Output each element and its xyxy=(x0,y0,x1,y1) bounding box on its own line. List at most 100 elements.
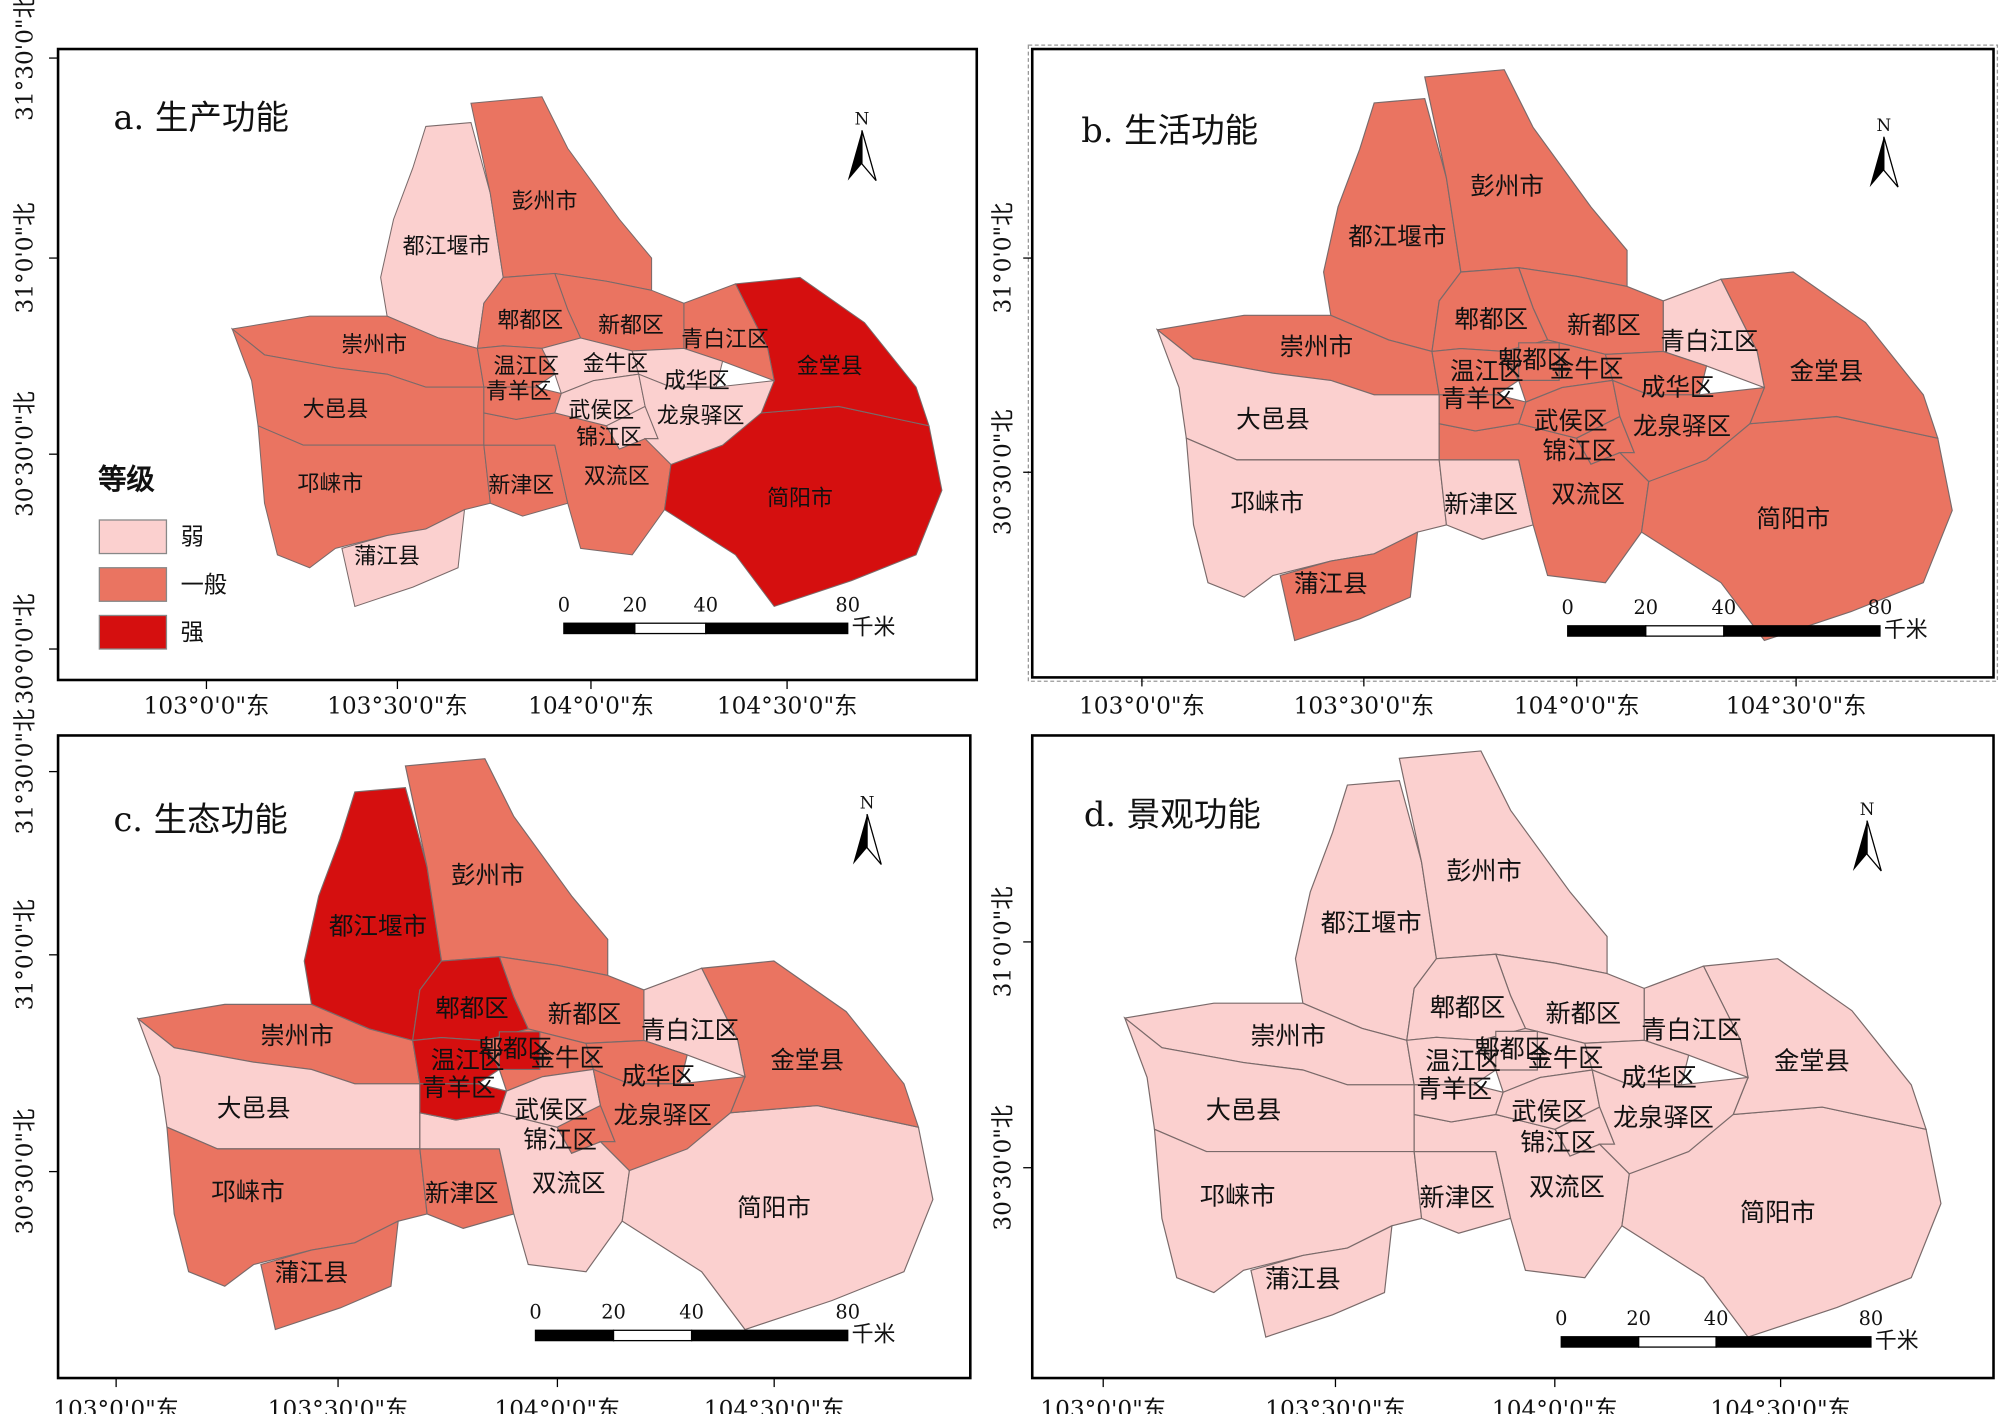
district-label: 邛崃市 xyxy=(1200,1182,1276,1211)
district-label: 青羊区 xyxy=(1416,1075,1492,1104)
lon-label: 103°30'0"东 xyxy=(327,693,468,720)
district-label: 金堂县 xyxy=(1774,1047,1850,1076)
district-label: 简阳市 xyxy=(767,486,833,511)
scale-segment xyxy=(534,1329,615,1342)
lat-label: 30°30'0"北 xyxy=(989,1105,1016,1231)
scale-segment xyxy=(1567,625,1647,637)
district-label: 崇州市 xyxy=(341,333,407,358)
district-label: 武侯区 xyxy=(1534,406,1608,435)
lat-label: 31°0'0"北 xyxy=(989,886,1016,997)
district-label: 郫都区 xyxy=(1430,993,1506,1022)
district xyxy=(260,1220,399,1331)
district-label: 邛崃市 xyxy=(1230,488,1304,517)
district-label: 郫都区 xyxy=(1498,345,1572,374)
district-label: 金堂县 xyxy=(770,1046,844,1075)
scale-segment xyxy=(1560,1336,1640,1348)
scale-segment xyxy=(563,622,636,635)
district-label: 新津区 xyxy=(1444,490,1518,519)
district-label: 都江堰市 xyxy=(1321,909,1422,938)
scale-label: 20 xyxy=(1626,1307,1651,1330)
lon-label: 103°0'0"东 xyxy=(53,1396,179,1414)
district xyxy=(1518,342,1560,381)
district-label: 武侯区 xyxy=(568,399,634,424)
district-label: 锦江区 xyxy=(1543,436,1617,465)
legend-swatch xyxy=(98,614,168,650)
scale-label: 0 xyxy=(1555,1307,1567,1330)
lon-label: 103°0'0"东 xyxy=(1079,693,1205,720)
district-label: 武侯区 xyxy=(515,1095,589,1124)
district-label: 崇州市 xyxy=(260,1021,334,1050)
district-label: 金牛区 xyxy=(583,352,649,377)
district xyxy=(1611,379,1766,483)
district-label: 彭州市 xyxy=(451,861,525,890)
north-label: N xyxy=(1877,115,1892,135)
scale-label: 20 xyxy=(623,593,648,616)
north-arrow-half xyxy=(861,130,877,182)
district-label: 双流区 xyxy=(584,464,650,489)
district xyxy=(341,508,466,608)
district-label: 都江堰市 xyxy=(403,235,491,260)
scale-label: 80 xyxy=(835,1301,860,1324)
lat-label: 31°30'0"北 xyxy=(11,709,38,835)
district-label: 成华区 xyxy=(621,1062,695,1091)
scale-label: 0 xyxy=(1562,596,1574,619)
district-label: 锦江区 xyxy=(576,426,642,451)
district-label: 大邑县 xyxy=(217,1093,291,1122)
district-label: 新都区 xyxy=(548,999,622,1028)
district-label: 青白江区 xyxy=(1660,326,1758,355)
district-label: 青羊区 xyxy=(1441,384,1515,413)
lat-label: 31°0'0"北 xyxy=(989,203,1016,314)
district-label: 龙泉驿区 xyxy=(1613,1103,1714,1132)
lat-label: 31°30'0"北 xyxy=(11,0,38,121)
legend-label: 强 xyxy=(181,619,204,646)
district-label: 双流区 xyxy=(1529,1173,1605,1202)
north-arrow-half xyxy=(1883,136,1899,188)
district-label: 崇州市 xyxy=(1280,332,1354,361)
district-label: 金堂县 xyxy=(797,355,863,380)
legend-title: 等级 xyxy=(98,462,155,496)
lon-label: 104°30'0"东 xyxy=(1726,693,1867,720)
lat-label: 30°30'0"北 xyxy=(11,1109,38,1235)
district-label: 大邑县 xyxy=(303,397,369,422)
district-label: 彭州市 xyxy=(1446,857,1522,886)
legend-label: 一般 xyxy=(181,571,227,598)
district-label: 成华区 xyxy=(664,369,730,394)
district-label: 新津区 xyxy=(488,473,554,498)
scale-label: 40 xyxy=(1712,596,1737,619)
district-label: 温江区 xyxy=(431,1046,505,1075)
panel-title: a. 生产功能 xyxy=(114,98,289,137)
district-label: 郫都区 xyxy=(497,308,563,333)
scale-segment xyxy=(634,622,707,635)
panel-title: c. 生态功能 xyxy=(114,800,288,839)
scale-unit: 千米 xyxy=(852,615,896,640)
legend-swatch xyxy=(98,567,168,602)
district-label: 崇州市 xyxy=(1250,1021,1326,1050)
scale-label: 0 xyxy=(529,1301,541,1324)
scale-segment xyxy=(690,1329,849,1342)
lat-label: 31°0'0"北 xyxy=(11,899,38,1010)
legend-label: 弱 xyxy=(181,524,204,551)
district-label: 武侯区 xyxy=(1511,1097,1587,1126)
district-label: 锦江区 xyxy=(1520,1128,1596,1157)
scale-label: 40 xyxy=(693,593,718,616)
north-arrow xyxy=(852,814,868,865)
district-label: 龙泉驿区 xyxy=(614,1101,712,1130)
district xyxy=(638,373,775,466)
district-label: 简阳市 xyxy=(1756,504,1830,533)
scale-label: 20 xyxy=(601,1301,626,1324)
lon-label: 103°30'0"东 xyxy=(1294,693,1435,720)
district-label: 彭州市 xyxy=(1470,172,1544,201)
district-label: 蒲江县 xyxy=(354,544,420,569)
lat-label: 30°30'0"北 xyxy=(989,409,1016,535)
district-label: 青白江区 xyxy=(641,1015,739,1044)
district-label: 大邑县 xyxy=(1236,404,1310,433)
lat-label: 30°30'0"北 xyxy=(11,391,38,517)
district-label: 新津区 xyxy=(425,1179,499,1208)
district-label: 邛崃市 xyxy=(211,1177,285,1206)
